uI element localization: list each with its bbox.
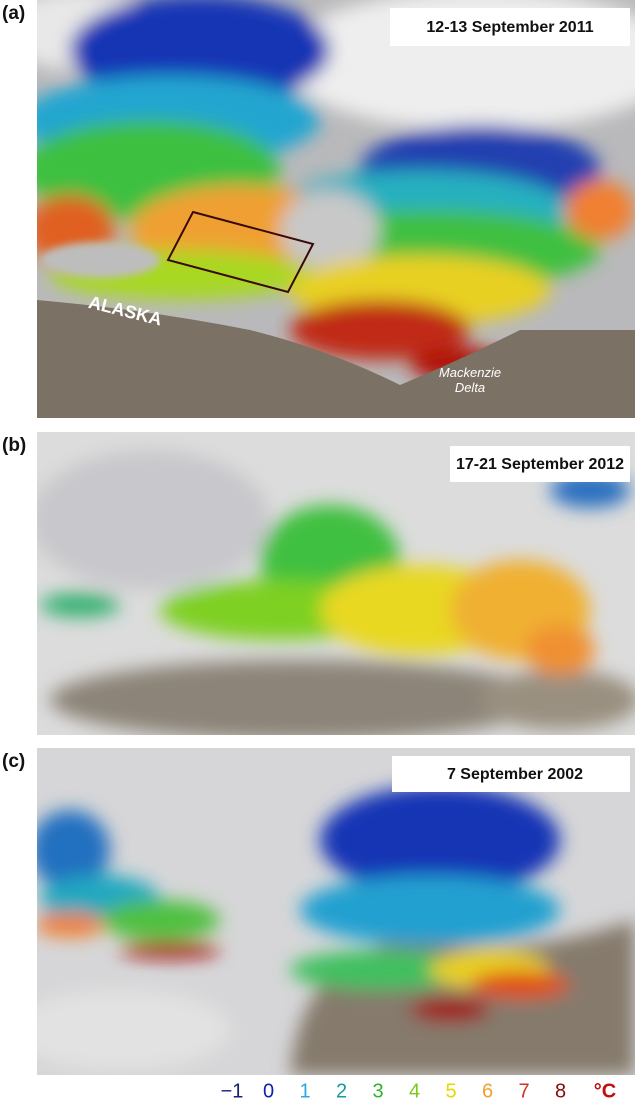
panel-date: 12-13 September 2011 [426, 19, 593, 36]
legend-tick: 0 [263, 1080, 274, 1102]
legend-tick: 7 [518, 1080, 529, 1102]
legend-tick: 6 [482, 1080, 493, 1102]
legend-tick: 4 [409, 1080, 420, 1102]
legend-tick: 8 [555, 1080, 566, 1102]
panel-letter: (a) [2, 3, 25, 24]
place-label: Mackenzie Delta [438, 365, 502, 395]
panel-letter: (b) [2, 435, 26, 456]
legend-tick: 5 [445, 1080, 456, 1102]
date-box [392, 756, 630, 792]
panel-date: 7 September 2002 [447, 766, 583, 783]
place-label-box: Mackenzie Delta [438, 365, 502, 395]
date-box [450, 446, 630, 482]
map-panel-b [37, 432, 635, 735]
map-panel-a: ALASKA Mackenzie Delta [37, 0, 635, 418]
legend-tick: 2 [336, 1080, 347, 1102]
date-box [390, 8, 630, 46]
panel-date: 17-21 September 2012 [456, 456, 624, 473]
legend-tick: −1 [221, 1080, 244, 1102]
legend-tick: 3 [372, 1080, 383, 1102]
map-panel-c [37, 748, 635, 1075]
legend-unit: °C [594, 1080, 616, 1102]
legend-tick: 1 [299, 1080, 310, 1102]
color-legend: −1 0 1 2 3 4 5 6 7 8 °C [221, 1080, 617, 1102]
panel-letter: (c) [2, 751, 25, 772]
